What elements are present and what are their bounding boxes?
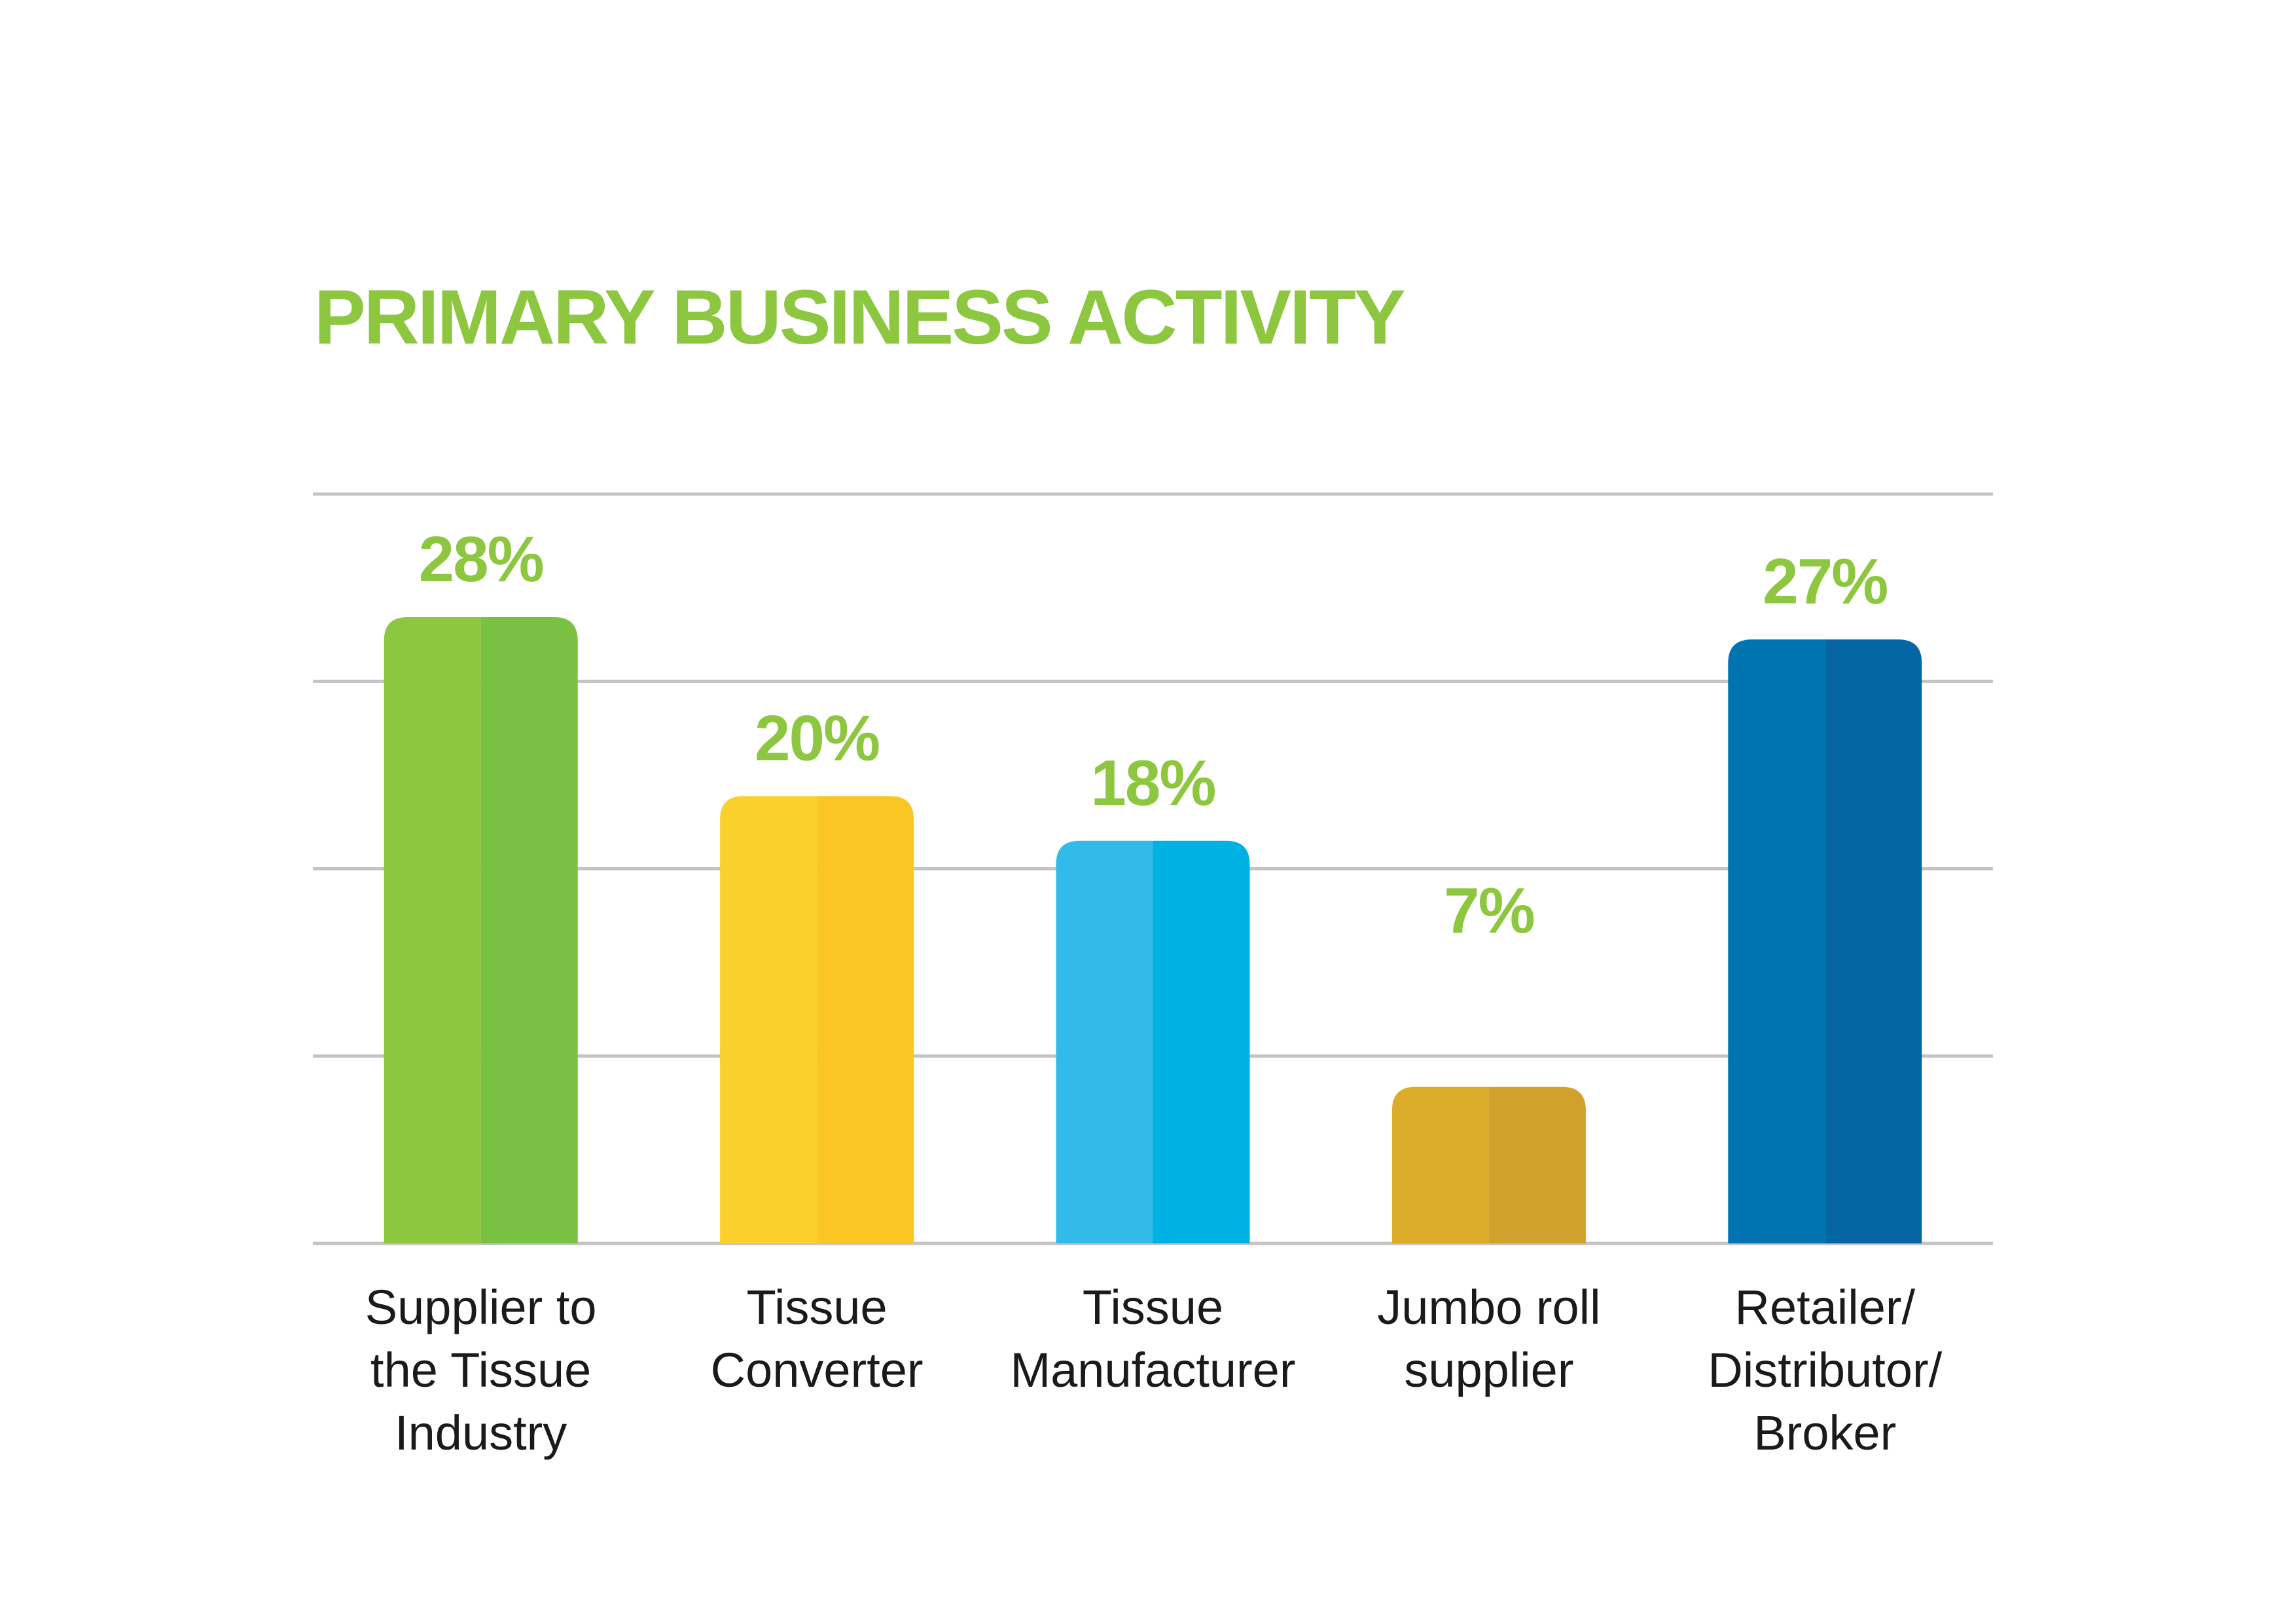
bar-left-half — [1728, 639, 1825, 1243]
category-label-line: supplier — [1404, 1343, 1573, 1397]
category-label-line: Manufacturer — [1011, 1343, 1296, 1397]
category-label-line: Supplier to — [365, 1280, 597, 1334]
bar-right-half — [1488, 1086, 1586, 1243]
category-label: Tissue Converter — [711, 1280, 924, 1397]
bar-right-half — [1825, 639, 1922, 1243]
value-label: 7% — [1444, 874, 1534, 946]
bar — [1728, 639, 1922, 1243]
bar — [720, 796, 914, 1243]
category-label: Tissue Manufacturer — [1011, 1280, 1296, 1397]
category-label-line: Converter — [711, 1343, 924, 1397]
bar-right-half — [1153, 840, 1250, 1243]
category-label-line: the Tissue — [370, 1343, 591, 1397]
value-label: 18% — [1090, 747, 1215, 819]
chart-title: PRIMARY BUSINESS ACTIVITY — [314, 274, 1405, 361]
category-label-line: Tissue — [1083, 1280, 1223, 1334]
bar-left-half — [1056, 840, 1153, 1243]
bar — [1056, 840, 1250, 1243]
bar — [1391, 1086, 1586, 1243]
category-labels: Supplier to the Tissue Industry Tissue Conve… — [365, 1280, 1943, 1460]
bar-left-half — [384, 616, 481, 1243]
category-label-line: Jumbo roll — [1377, 1280, 1600, 1334]
category-label-line: Retailer/ — [1735, 1280, 1916, 1334]
category-label: Jumbo roll supplier — [1377, 1280, 1600, 1397]
value-label: 20% — [755, 702, 879, 774]
bar — [384, 616, 578, 1243]
bars — [384, 616, 1922, 1243]
category-label-line: Broker — [1753, 1406, 1896, 1460]
bar-left-half — [720, 796, 817, 1243]
bar-left-half — [1391, 1086, 1489, 1243]
category-label: Supplier to the Tissue Industry — [365, 1280, 597, 1460]
category-label-line: Industry — [395, 1406, 567, 1460]
category-label-line: Tissue — [746, 1280, 887, 1334]
value-label: 28% — [419, 523, 543, 595]
category-label-line: Distributor/ — [1708, 1343, 1942, 1397]
bar-right-half — [817, 796, 914, 1243]
bar-right-half — [480, 616, 578, 1243]
value-labels: 28% 20% 18% 7% 27% — [419, 523, 1889, 946]
value-label: 27% — [1763, 545, 1887, 617]
category-label: Retailer/Distributor/Broker — [1708, 1280, 1942, 1460]
